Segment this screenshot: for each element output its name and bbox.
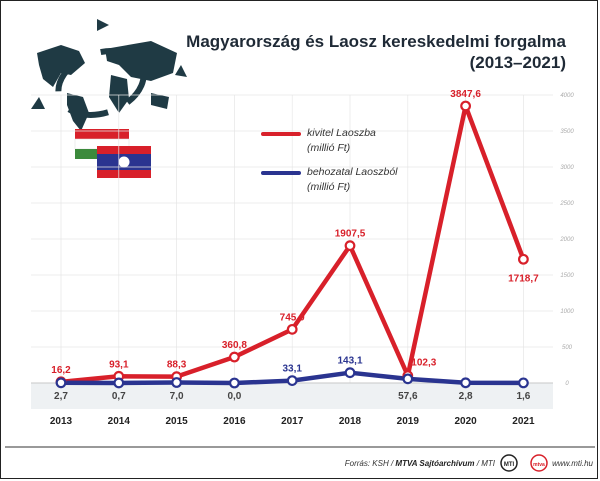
data-label-import: 0,0 bbox=[227, 391, 241, 402]
data-point-import bbox=[55, 377, 67, 389]
data-label-export: 93,1 bbox=[109, 359, 129, 370]
data-point-import bbox=[228, 377, 240, 389]
x-tick-label: 2020 bbox=[454, 416, 477, 427]
data-label-import: 2,8 bbox=[459, 391, 473, 402]
data-label-export: 102,3 bbox=[411, 358, 436, 369]
y-tick-label: 4000 bbox=[560, 93, 574, 99]
data-label-import: 143,1 bbox=[337, 356, 362, 367]
data-point-import bbox=[113, 377, 125, 389]
data-label-export: 16,2 bbox=[51, 365, 71, 376]
x-tick-label: 2014 bbox=[108, 416, 131, 427]
svg-text:mtva: mtva bbox=[533, 462, 545, 468]
legend-import-label: behozatal Laoszból bbox=[307, 166, 398, 178]
y-tick-label: 3500 bbox=[560, 129, 574, 135]
data-point-export bbox=[460, 100, 472, 112]
y-tick-label: 3000 bbox=[560, 165, 574, 171]
x-tick-label: 2017 bbox=[281, 416, 304, 427]
legend-import-unit: (millió Ft) bbox=[307, 181, 350, 193]
x-tick-label: 2021 bbox=[512, 416, 535, 427]
laos-flag-icon bbox=[97, 146, 151, 178]
data-label-import: 1,6 bbox=[516, 391, 530, 402]
x-tick-label: 2018 bbox=[339, 416, 362, 427]
data-label-export: 1718,7 bbox=[508, 273, 539, 284]
data-labels: 16,2 93,1 88,3 360,8 745,0 1907,5 102,3 3847,6 1… bbox=[51, 89, 539, 402]
data-point-import bbox=[171, 377, 183, 388]
legend: kivitel Laoszba (millió Ft) behozatal La… bbox=[261, 127, 398, 193]
mti-logo: MTI bbox=[500, 454, 518, 472]
data-label-import: 57,6 bbox=[398, 391, 418, 402]
data-label-import: 33,1 bbox=[282, 364, 302, 375]
chart-subtitle: (2013–2021) bbox=[470, 53, 566, 72]
website-link[interactable]: www.mti.hu bbox=[552, 459, 593, 468]
legend-export-unit: (millió Ft) bbox=[307, 142, 350, 154]
data-point-import bbox=[402, 373, 414, 385]
data-point-export bbox=[228, 351, 240, 363]
data-point-export bbox=[286, 323, 298, 335]
series-layer bbox=[55, 100, 529, 389]
legend-export-label: kivitel Laoszba bbox=[307, 127, 376, 139]
y-tick-label: 0 bbox=[565, 381, 569, 387]
data-point-import bbox=[344, 367, 356, 379]
y-tick-label: 2000 bbox=[559, 237, 574, 243]
data-label-import: 2,7 bbox=[54, 391, 68, 402]
y-tick-label: 2500 bbox=[559, 201, 574, 207]
x-tick-label: 2013 bbox=[50, 416, 73, 427]
data-label-export: 1907,5 bbox=[335, 229, 366, 240]
data-point-export bbox=[344, 240, 356, 252]
x-axis: 2013 2014 2015 2016 2017 2018 2019 2020 2021 bbox=[31, 382, 553, 427]
data-label-export: 88,3 bbox=[167, 360, 187, 371]
data-label-export: 3847,6 bbox=[450, 89, 481, 100]
data-label-export: 360,8 bbox=[222, 340, 247, 351]
y-tick-label: 1500 bbox=[560, 273, 574, 279]
chart-title: Magyarország és Laosz kereskedelmi forga… bbox=[186, 32, 566, 51]
x-tick-label: 2015 bbox=[165, 416, 188, 427]
data-point-import bbox=[286, 375, 298, 387]
x-tick-label: 2019 bbox=[397, 416, 420, 427]
data-point-import bbox=[518, 377, 529, 389]
world-map-icon bbox=[31, 19, 187, 131]
data-label-import: 0,7 bbox=[112, 391, 126, 402]
x-tick-label: 2016 bbox=[223, 416, 246, 427]
mtva-logo: mtva bbox=[530, 454, 548, 472]
y-tick-label: 1000 bbox=[560, 309, 574, 315]
data-point-import bbox=[460, 377, 472, 389]
footer-source: Forrás: KSH / MTVA Sajtóarchívum / MTI bbox=[345, 459, 496, 468]
axis-band bbox=[31, 383, 553, 409]
data-point-export bbox=[518, 253, 529, 265]
svg-text:MTI: MTI bbox=[504, 462, 515, 468]
data-label-import: 7,0 bbox=[170, 391, 184, 402]
y-tick-label: 500 bbox=[562, 345, 573, 351]
data-label-export: 745,0 bbox=[280, 312, 305, 323]
